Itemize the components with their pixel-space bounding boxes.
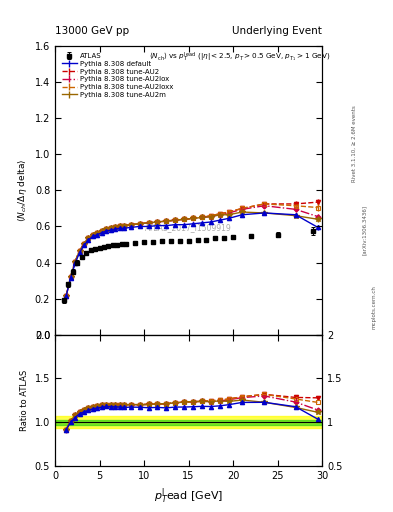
Bar <box>55 419 322 425</box>
Text: mcplots.cern.ch: mcplots.cern.ch <box>371 285 376 329</box>
Text: 13000 GeV pp: 13000 GeV pp <box>55 26 129 36</box>
Y-axis label: $\langle N_{ch}/\Delta\eta\ \mathrm{delta}\rangle$: $\langle N_{ch}/\Delta\eta\ \mathrm{delt… <box>16 159 29 222</box>
Y-axis label: Ratio to ATLAS: Ratio to ATLAS <box>20 370 29 431</box>
Text: Underlying Event: Underlying Event <box>232 26 322 36</box>
Text: Rivet 3.1.10, ≥ 2.6M events: Rivet 3.1.10, ≥ 2.6M events <box>352 105 357 182</box>
Text: $\langle N_{\rm ch}\rangle$ vs $p_T^{\rm lead}$ ($|\eta|<2.5$, $p_T>0.5$ GeV, $p: $\langle N_{\rm ch}\rangle$ vs $p_T^{\rm… <box>149 50 330 64</box>
X-axis label: $p_T^{\rm l}$ead [GeV]: $p_T^{\rm l}$ead [GeV] <box>154 486 223 506</box>
Text: [arXiv:1306.3436]: [arXiv:1306.3436] <box>362 205 367 255</box>
Text: ATLAS_2017_I1509919: ATLAS_2017_I1509919 <box>145 223 232 232</box>
Legend: ATLAS, Pythia 8.308 default, Pythia 8.308 tune-AU2, Pythia 8.308 tune-AU2lox, Py: ATLAS, Pythia 8.308 default, Pythia 8.30… <box>61 52 174 99</box>
Bar <box>55 416 322 429</box>
